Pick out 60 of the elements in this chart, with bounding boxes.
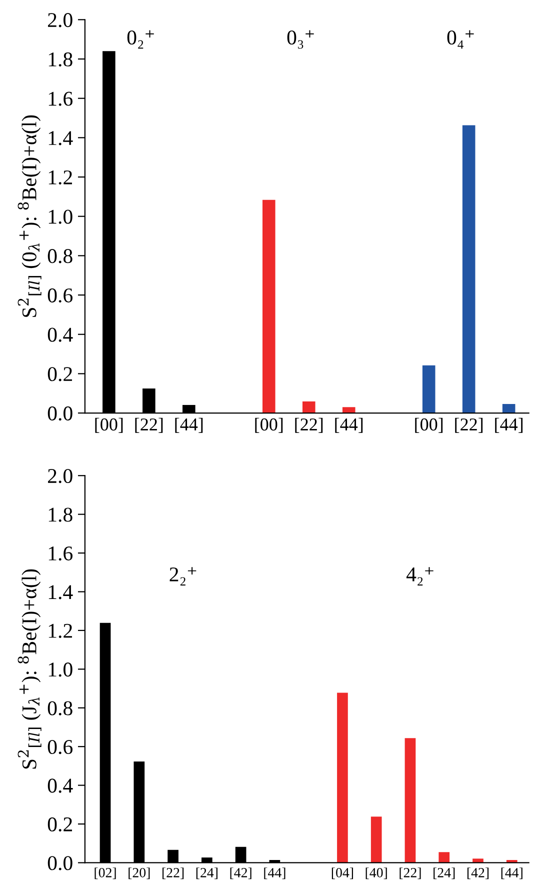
bar xyxy=(262,200,276,414)
y-tick-label: 1.2 xyxy=(48,624,72,638)
y-tick-label: 0.6 xyxy=(48,740,73,754)
x-tick-label: [02] xyxy=(94,868,116,880)
y-tick-label: 1.4 xyxy=(48,585,73,600)
bar xyxy=(422,365,436,414)
bar xyxy=(404,738,416,863)
annotation: 0₂⁺ xyxy=(127,30,154,49)
y-tick-label: 0.8 xyxy=(48,701,72,716)
x-tick-label: [42] xyxy=(467,868,489,880)
bar xyxy=(438,852,450,863)
x-tick-label: [04] xyxy=(332,868,353,880)
x-tick-label: [00] xyxy=(255,418,283,433)
bar xyxy=(370,816,382,863)
annotation: 0₃⁺ xyxy=(287,30,314,49)
y-tick-label: 2.0 xyxy=(48,468,72,484)
bar xyxy=(342,407,356,414)
annotation: 2₂⁺ xyxy=(170,567,196,586)
y-tick-label: 0.4 xyxy=(48,328,73,342)
x-tick-label: [40] xyxy=(366,868,387,880)
x-tick-label: [20] xyxy=(128,868,150,880)
y-tick-label: 0.2 xyxy=(48,367,72,382)
bar xyxy=(337,692,348,863)
x-tick-label: [44] xyxy=(495,418,523,433)
y-tick-label: 1.0 xyxy=(48,210,72,224)
y-tick-label: 0.0 xyxy=(48,856,72,870)
x-tick-label: [44] xyxy=(175,418,203,433)
x-tick-label: [24] xyxy=(196,868,218,880)
y-tick-label: 1.6 xyxy=(48,546,73,561)
x-tick-label: [44] xyxy=(335,418,363,433)
y-tick-label: 0.2 xyxy=(48,817,72,832)
x-tick-label: [24] xyxy=(434,868,455,880)
bar xyxy=(302,401,316,414)
x-tick-label: [42] xyxy=(230,868,252,880)
text: S$^{2}$$_{[Il]}$ (0$_{λ}$$^{+}$): $^{8}$Be(I)+α(l) xyxy=(18,115,42,317)
x-tick-label: [00] xyxy=(415,418,443,433)
x-tick-label: [22] xyxy=(135,418,163,433)
x-tick-label: [22] xyxy=(400,868,421,880)
y-tick-label: 2.0 xyxy=(48,13,72,28)
bar xyxy=(462,125,476,414)
y-tick-label: 0.4 xyxy=(48,778,73,793)
x-tick-label: [22] xyxy=(455,418,483,433)
bar xyxy=(502,404,516,414)
y-tick-label: 0.0 xyxy=(48,406,72,421)
annotation: 0₄⁺ xyxy=(447,30,474,49)
y-tick-label: 1.8 xyxy=(48,52,72,67)
annotation: 4₂⁺ xyxy=(406,567,434,586)
y-tick-label: 1.2 xyxy=(48,170,72,185)
y-tick-label: 1.4 xyxy=(48,131,73,146)
x-tick-label: [22] xyxy=(295,418,323,433)
y-tick-label: 0.8 xyxy=(48,249,72,264)
y-tick-label: 0.6 xyxy=(48,288,73,303)
x-tick-label: [44] xyxy=(264,868,286,880)
x-tick-label: [44] xyxy=(501,868,522,880)
text: S$^{2}$$_{[Il]}$ (J$_{λ}$$^{+}$): $^{8}$Be(I)+α(l) xyxy=(18,569,42,769)
x-tick-label: [00] xyxy=(95,418,123,433)
y-tick-label: 1.8 xyxy=(48,508,72,522)
y-tick-label: 1.0 xyxy=(48,662,72,677)
y-tick-label: 1.6 xyxy=(48,92,73,106)
x-tick-label: [22] xyxy=(162,868,184,880)
